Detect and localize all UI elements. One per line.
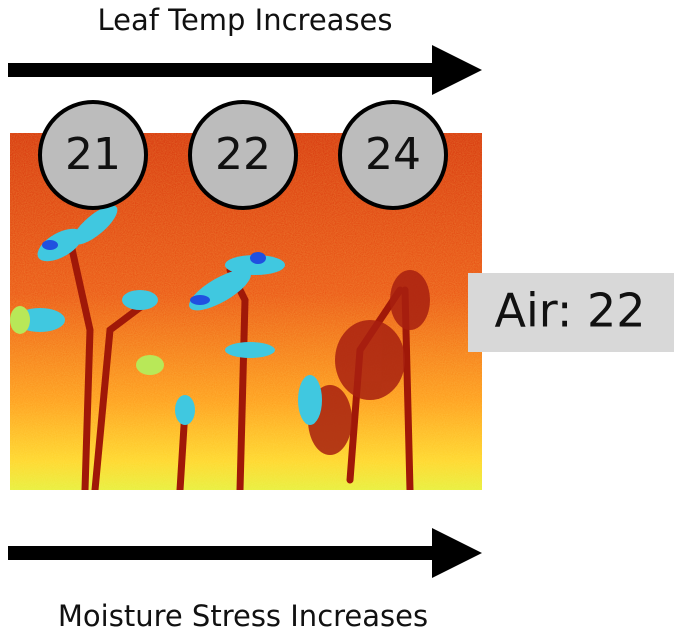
air-label: Air: 22 [494, 284, 645, 338]
temp-circles: 21 22 24 [38, 100, 448, 210]
air-box [468, 273, 674, 352]
top-label: Leaf Temp Increases [97, 3, 392, 37]
circle-label: 21 [65, 129, 121, 180]
bottom-arrow [8, 528, 482, 578]
top-arrow [8, 45, 482, 95]
circle-label: 22 [215, 129, 271, 180]
circle-label: 24 [365, 129, 421, 180]
bottom-label: Moisture Stress Increases [58, 599, 428, 633]
